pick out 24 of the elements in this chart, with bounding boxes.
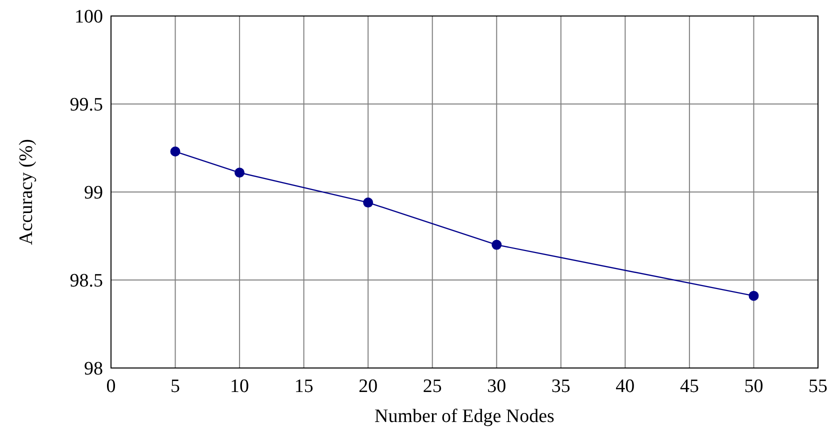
x-tick-label: 30	[487, 376, 506, 397]
point	[234, 168, 245, 178]
x-tick-label: 0	[106, 376, 116, 397]
x-tick-label: 45	[680, 376, 699, 397]
y-tick-label: 99	[84, 182, 103, 204]
point	[492, 240, 502, 250]
x-tick-label: 15	[294, 376, 314, 397]
x-tick-label: 40	[616, 376, 635, 397]
x-axis-title: Number of Edge Nodes	[374, 406, 554, 427]
y-tick-label: 99.5	[70, 94, 103, 116]
x-tick-label: 20	[358, 376, 378, 397]
x-tick-label: 50	[744, 376, 764, 397]
y-tick-label: 100	[74, 6, 103, 28]
point	[170, 146, 180, 157]
y-tick-label: 98	[84, 358, 103, 380]
y-axis-title: Accuracy (%)	[16, 138, 37, 246]
x-tick-label: 35	[551, 376, 570, 397]
x-tick-label: 55	[808, 376, 828, 397]
x-tick-label: 25	[422, 376, 442, 397]
x-tick-label: 10	[230, 376, 250, 397]
x-tick-label: 5	[170, 376, 180, 397]
point	[748, 290, 759, 301]
y-tick-label: 98.5	[70, 270, 103, 292]
point	[363, 198, 374, 208]
